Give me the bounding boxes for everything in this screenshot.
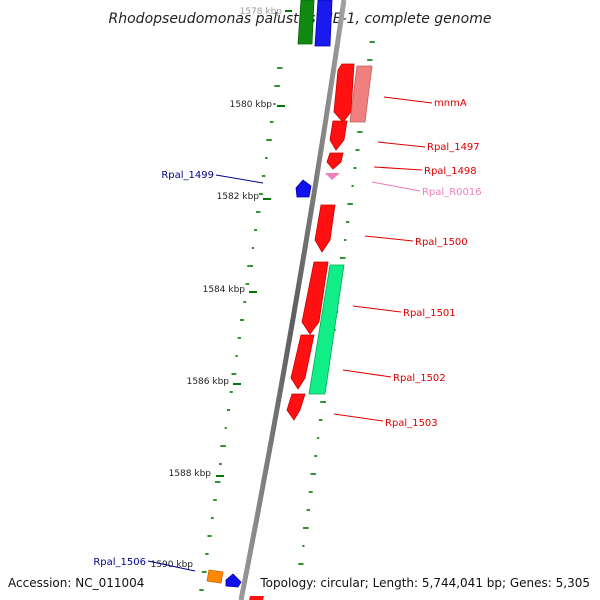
leader-Rpal_R0016: [371, 181, 421, 192]
leader-mnmA: [383, 96, 433, 104]
label-Rpal_1500[interactable]: Rpal_1500: [415, 237, 468, 248]
tick-label-1584: 1584 kbp: [203, 285, 246, 295]
tick-label-1590: 1590 kbp: [151, 560, 194, 570]
leader-Rpal_1506: [147, 560, 196, 572]
label-Rpal_R0016[interactable]: Rpal_R0016: [422, 187, 482, 198]
gene-Rpal_1506[interactable]: [225, 573, 242, 588]
accession-text: Accession: NC_011004: [8, 576, 144, 590]
leader-Rpal_1498: [373, 166, 423, 171]
label-Rpal_1503[interactable]: Rpal_1503: [385, 418, 438, 429]
label-mnmA[interactable]: mnmA: [434, 98, 467, 109]
gene-Rpal_1500[interactable]: [314, 204, 336, 253]
gene-orange[interactable]: [206, 569, 224, 584]
gene-Rpal_1497[interactable]: [329, 120, 348, 151]
tick-label-1582: 1582 kbp: [217, 192, 260, 202]
leader-Rpal_1499: [215, 174, 264, 184]
label-Rpal_1499[interactable]: Rpal_1499: [161, 170, 214, 181]
gene-top-green[interactable]: [297, 0, 315, 45]
gene-Rpal_1503[interactable]: [286, 393, 306, 421]
gene-mnmA-pseudo[interactable]: [349, 65, 373, 123]
gene-Rpal_1502[interactable]: [290, 334, 315, 390]
gene-Rpal_1501[interactable]: [301, 261, 329, 335]
leader-Rpal_1497: [377, 141, 426, 148]
leader-Rpal_1501: [352, 305, 402, 313]
leader-Rpal_1502: [342, 369, 392, 378]
scale-ticks: 1578 kbp 1580 kbp 1582 kbp 1584 kbp 1586…: [151, 7, 292, 570]
gc-track: [199, 41, 375, 591]
topology-text: Topology: circular; Length: 5,744,041 bp…: [259, 576, 590, 590]
gene-Rpal_1499[interactable]: [295, 179, 312, 198]
tick-label-1580: 1580 kbp: [230, 100, 273, 110]
leader-Rpal_1503: [333, 413, 384, 422]
tick-label-1588: 1588 kbp: [169, 469, 212, 479]
label-Rpal_1502[interactable]: Rpal_1502: [393, 373, 446, 384]
gene-Rpal_1502-ncrna[interactable]: [308, 264, 345, 395]
gene-top-blue[interactable]: [314, 0, 333, 47]
label-Rpal_1498[interactable]: Rpal_1498: [424, 166, 477, 177]
label-Rpal_1506[interactable]: Rpal_1506: [93, 557, 146, 568]
gene-Rpal_1498[interactable]: [326, 152, 344, 170]
label-Rpal_1497[interactable]: Rpal_1497: [427, 142, 480, 153]
tick-label-1578: 1578 kbp: [240, 7, 283, 17]
tick-label-1586: 1586 kbp: [187, 377, 230, 387]
label-Rpal_1501[interactable]: Rpal_1501: [403, 308, 456, 319]
gene-Rpal_R0016[interactable]: [325, 173, 340, 180]
leader-Rpal_1500: [364, 235, 414, 242]
genome-backbone: [238, 0, 347, 600]
gene-bottom-red[interactable]: [249, 596, 264, 600]
